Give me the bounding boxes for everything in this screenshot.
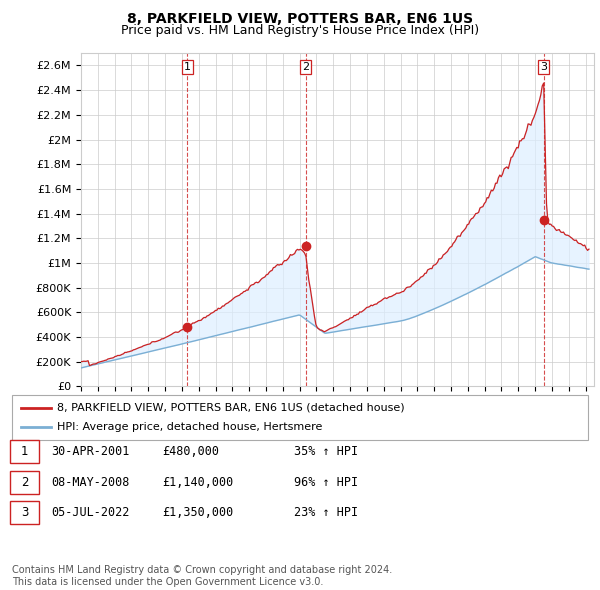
Text: 3: 3 xyxy=(21,506,28,519)
Text: 23% ↑ HPI: 23% ↑ HPI xyxy=(294,506,358,519)
Text: £480,000: £480,000 xyxy=(162,445,219,458)
Text: 05-JUL-2022: 05-JUL-2022 xyxy=(51,506,130,519)
Text: 96% ↑ HPI: 96% ↑ HPI xyxy=(294,476,358,489)
Text: HPI: Average price, detached house, Hertsmere: HPI: Average price, detached house, Hert… xyxy=(57,422,322,432)
Text: 1: 1 xyxy=(184,62,191,72)
Text: 1: 1 xyxy=(21,445,28,458)
Text: £1,140,000: £1,140,000 xyxy=(162,476,233,489)
Text: Contains HM Land Registry data © Crown copyright and database right 2024.
This d: Contains HM Land Registry data © Crown c… xyxy=(12,565,392,587)
Text: 35% ↑ HPI: 35% ↑ HPI xyxy=(294,445,358,458)
Text: 2: 2 xyxy=(302,62,309,72)
Text: £1,350,000: £1,350,000 xyxy=(162,506,233,519)
Text: 3: 3 xyxy=(540,62,547,72)
Text: 2: 2 xyxy=(21,476,28,489)
Text: Price paid vs. HM Land Registry's House Price Index (HPI): Price paid vs. HM Land Registry's House … xyxy=(121,24,479,37)
Text: 8, PARKFIELD VIEW, POTTERS BAR, EN6 1US: 8, PARKFIELD VIEW, POTTERS BAR, EN6 1US xyxy=(127,12,473,26)
Text: 30-APR-2001: 30-APR-2001 xyxy=(51,445,130,458)
Text: 08-MAY-2008: 08-MAY-2008 xyxy=(51,476,130,489)
Text: 8, PARKFIELD VIEW, POTTERS BAR, EN6 1US (detached house): 8, PARKFIELD VIEW, POTTERS BAR, EN6 1US … xyxy=(57,403,404,412)
